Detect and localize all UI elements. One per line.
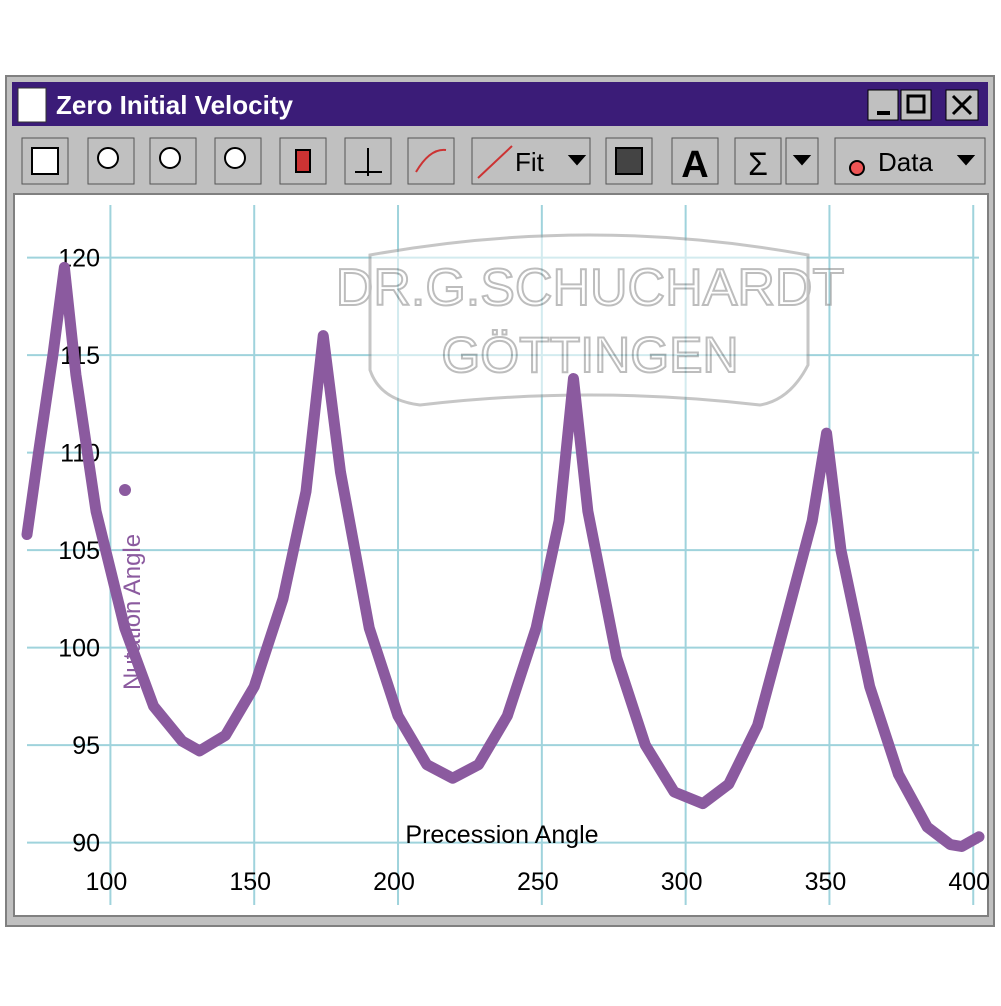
x-tick-label: 400 [948, 868, 990, 896]
legend-label: Nutation Angle [119, 534, 146, 690]
data-line [21, 261, 985, 853]
x-tick-label: 250 [517, 868, 559, 896]
fit-button[interactable] [471, 137, 591, 185]
data-label: Data [878, 147, 933, 177]
minimize-button[interactable] [867, 89, 899, 121]
x-axis-label: Precession Angle [405, 821, 598, 849]
x-tick-label: 300 [661, 868, 703, 896]
toolbar [21, 137, 986, 185]
integral-button[interactable] [734, 137, 782, 185]
tangent-button[interactable] [407, 137, 455, 185]
text-button[interactable] [671, 137, 719, 185]
title-bar [12, 82, 988, 126]
watermark-badge [368, 233, 810, 407]
close-icon [951, 94, 973, 116]
icon [849, 160, 865, 176]
icon [477, 145, 513, 179]
icon [295, 149, 311, 173]
y-tick-label: 90 [72, 830, 100, 858]
icon [956, 155, 976, 166]
window-title: Zero Initial Velocity [56, 90, 293, 120]
x-tick-label: 100 [86, 868, 128, 896]
window-controls [867, 89, 979, 121]
icon [159, 147, 181, 169]
fit-label: Fit [515, 147, 545, 177]
icon [415, 148, 447, 173]
y-tick-label: 105 [58, 537, 100, 565]
icon [97, 147, 119, 169]
app-icon [17, 87, 47, 123]
integral-label: Σ [748, 146, 768, 182]
maximize-icon [906, 94, 926, 114]
icon [615, 147, 643, 175]
icon [567, 155, 587, 166]
watermark: DR.G.SCHUCHARDT GÖTTINGEN [335, 233, 845, 407]
x-tick-label: 150 [229, 868, 271, 896]
minimize-icon [877, 111, 890, 115]
text-label: A [681, 144, 708, 186]
watermark-text: GÖTTINGEN [441, 327, 738, 383]
y-tick-label: 100 [58, 635, 100, 663]
x-tick-label: 200 [373, 868, 415, 896]
icon [224, 147, 246, 169]
watermark-text: DR.G.SCHUCHARDT [336, 259, 844, 317]
y-tick-label: 95 [72, 732, 100, 760]
icon [792, 155, 812, 166]
icon [355, 148, 382, 176]
x-tick-label: 350 [805, 868, 847, 896]
toolbar-icons [31, 145, 976, 179]
legend-marker [119, 484, 131, 496]
icon [31, 147, 59, 175]
